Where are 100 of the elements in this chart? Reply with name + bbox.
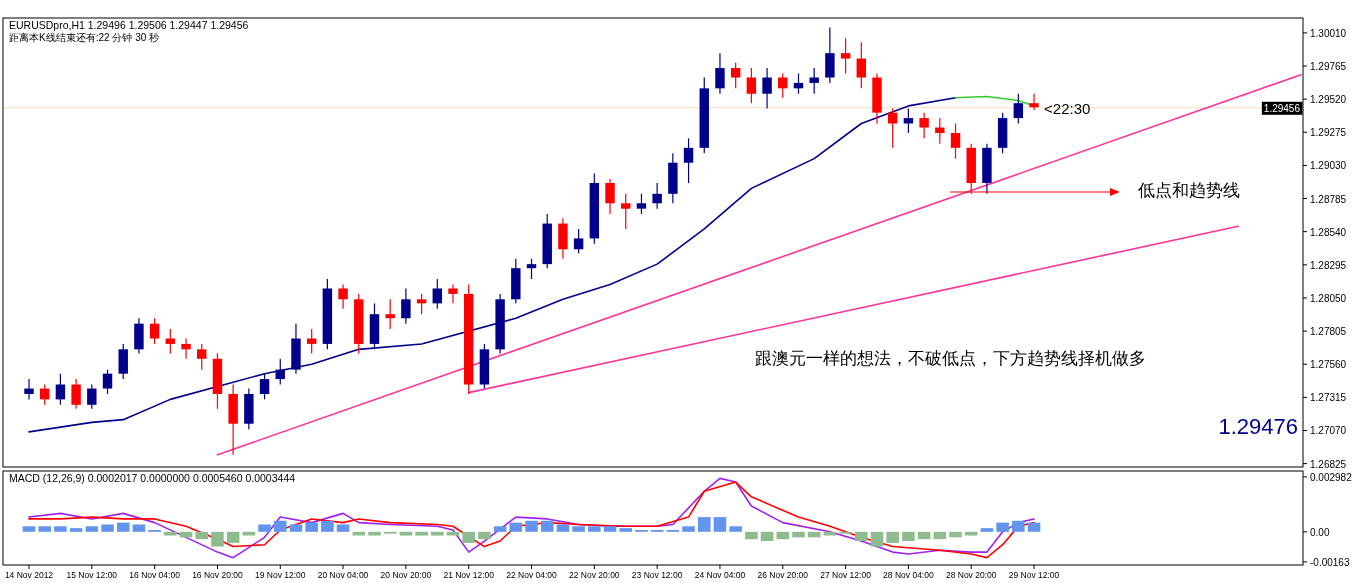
- x-tick-label: 19 Nov 12:00: [254, 570, 306, 580]
- bar: [195, 531, 209, 540]
- y-tick-label: -0.00163: [1310, 556, 1350, 568]
- bar: [855, 531, 868, 542]
- bar: [321, 520, 334, 532]
- x-tick-label: 23 Nov 12:00: [631, 570, 683, 580]
- bar: [305, 522, 318, 532]
- bar: [132, 524, 146, 532]
- chart-title: MACD (12,26,9) 0.0002017 0.0000000 0.0005460 0.0003444: [9, 472, 296, 484]
- bar: [917, 531, 931, 540]
- x-tick-label: 15 Nov 12:00: [66, 570, 118, 580]
- bar: [745, 531, 758, 540]
- ref-line-label: 1.29456: [1263, 102, 1301, 114]
- y-tick-label: 1.28785: [1310, 193, 1347, 205]
- y-tick-label: 1.29030: [1310, 160, 1347, 172]
- y-tick-label: 1.27315: [1310, 392, 1347, 404]
- bar: [996, 522, 1009, 532]
- x-tick-label: 21 Nov 12:00: [443, 570, 495, 580]
- bar: [69, 528, 83, 532]
- bar: [273, 520, 287, 532]
- y-tick-label: 1.29765: [1310, 61, 1347, 73]
- bar: [101, 524, 114, 532]
- bar: [619, 528, 633, 532]
- bar: [792, 531, 805, 538]
- y-tick-label: 1.28540: [1310, 226, 1347, 238]
- bar: [588, 526, 601, 532]
- x-tick-label: 20 Nov 20:00: [380, 570, 432, 580]
- bar: [116, 522, 130, 532]
- bar: [902, 531, 915, 542]
- bar: [509, 522, 523, 532]
- bar: [1012, 520, 1025, 532]
- bar: [870, 531, 884, 547]
- bar: [713, 517, 727, 532]
- bar: [729, 526, 742, 532]
- bar: [886, 531, 899, 543]
- x-tick-label: 22 Nov 20:00: [569, 570, 620, 580]
- bar: [682, 526, 695, 532]
- bar: [980, 528, 994, 532]
- bar: [776, 531, 790, 540]
- bar: [336, 524, 350, 532]
- bar: [823, 531, 837, 536]
- bar: [211, 531, 224, 547]
- bar: [697, 517, 711, 532]
- text: 距离本K线结束还有:22 分钟 30 秒: [9, 32, 160, 43]
- bar: [164, 531, 177, 536]
- y-tick-label: 1.27560: [1310, 359, 1347, 371]
- y-tick-label: 1.27805: [1310, 326, 1347, 338]
- bar: [933, 531, 947, 540]
- y-tick-label: 1.26825: [1310, 458, 1347, 470]
- y-tick-label: 1.27070: [1310, 425, 1347, 437]
- bar: [431, 531, 444, 536]
- y-tick-label: 1.28050: [1310, 292, 1347, 304]
- y-tick-label: 0.00: [1310, 526, 1330, 538]
- bar: [258, 524, 271, 532]
- x-tick-label: 27 Nov 12:00: [820, 570, 872, 580]
- y-tick-label: 1.29520: [1310, 94, 1347, 106]
- bar: [493, 526, 507, 532]
- bar: [760, 531, 774, 542]
- bar: [603, 526, 617, 532]
- x-tick-label: 20 Nov 04:00: [317, 570, 369, 580]
- x-tick-label: 16 Nov 20:00: [192, 570, 243, 580]
- bar: [38, 526, 51, 532]
- annotation: 跟澳元一样的想法，不破低点，下方趋势线择机做多: [755, 349, 1146, 368]
- bar: [54, 526, 67, 532]
- y-tick-label: 0.002982: [1310, 471, 1353, 483]
- x-tick-label: 26 Nov 20:00: [757, 570, 809, 580]
- x-tick-label: 29 Nov 12:00: [1008, 570, 1060, 580]
- annotation: 低点和趋势线: [1138, 181, 1240, 200]
- bar: [556, 524, 570, 532]
- bar: [352, 531, 366, 536]
- x-tick-label: 28 Nov 20:00: [945, 570, 997, 580]
- y-tick-label: 1.30010: [1310, 27, 1347, 39]
- bar: [1027, 522, 1041, 532]
- bar: [964, 531, 978, 536]
- bar: [949, 531, 962, 538]
- bar: [226, 531, 240, 543]
- x-tick-label: 16 Nov 04:00: [129, 570, 181, 580]
- x-tick-label: 22 Nov 04:00: [506, 570, 558, 580]
- annotation: 1.29476: [1218, 414, 1298, 439]
- annotation: <22:30: [1044, 99, 1091, 117]
- bar: [85, 526, 99, 532]
- bar: [368, 531, 381, 536]
- x-tick-label: 14 Nov 2012: [4, 570, 54, 580]
- y-tick-label: 1.29275: [1310, 127, 1347, 139]
- bar: [540, 520, 554, 532]
- bar: [462, 531, 475, 543]
- x-tick-label: 24 Nov 04:00: [694, 570, 746, 580]
- bar: [242, 531, 256, 536]
- bar: [446, 531, 460, 536]
- bar: [478, 531, 491, 540]
- x-tick-label: 28 Nov 04:00: [883, 570, 934, 580]
- chart-title: EURUSDpro,H1 1.29496 1.29506 1.29447 1.29456: [9, 19, 249, 31]
- y-tick-label: 1.28295: [1310, 259, 1347, 271]
- bar: [572, 526, 585, 532]
- bar: [415, 531, 428, 536]
- line-series: [28, 96, 957, 433]
- bar: [525, 520, 538, 532]
- bar: [22, 526, 36, 532]
- bar: [289, 524, 303, 532]
- bar: [399, 531, 413, 536]
